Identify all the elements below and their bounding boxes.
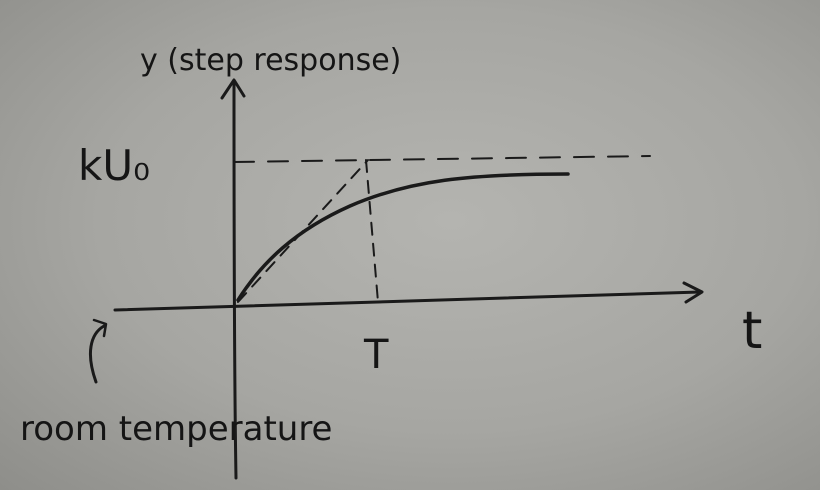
y-axis-arrowhead xyxy=(220,78,246,100)
y-axis xyxy=(232,80,238,480)
origin-note-label: room temperature xyxy=(20,409,332,449)
x-axis-arrowhead xyxy=(682,281,704,304)
steady-state-label: kU₀ xyxy=(78,141,150,190)
origin-arrow-tip xyxy=(92,318,108,338)
x-axis-label: t xyxy=(742,301,762,361)
origin-arrow-mark xyxy=(89,324,106,384)
time-constant-label: T xyxy=(363,332,389,378)
step-response-curve xyxy=(236,172,570,302)
steady-state-dashed-line xyxy=(233,155,651,163)
y-axis-label: y (step response) xyxy=(140,43,401,78)
time-constant-dashed-line xyxy=(365,159,379,303)
x-axis xyxy=(113,290,702,312)
